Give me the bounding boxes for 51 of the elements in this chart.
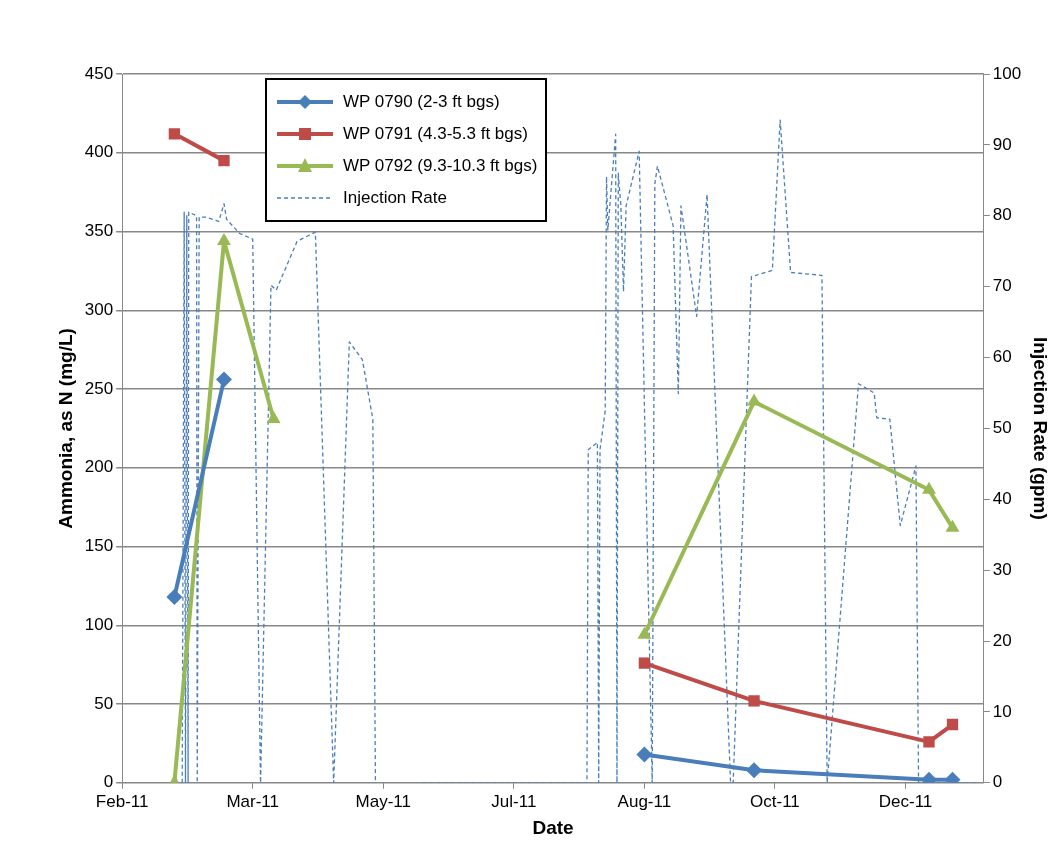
y2-tick-label: 90: [992, 134, 1012, 154]
x-tick-label: Mar-11: [226, 791, 280, 811]
y2-tick-label: 70: [992, 276, 1012, 296]
point: [166, 588, 183, 605]
x-axis-title: Date: [532, 816, 574, 838]
x-tick-label: Feb-11: [95, 791, 149, 811]
point: [922, 481, 936, 494]
legend-label: Injection Rate: [343, 188, 447, 208]
x-tick-label: Jul-11: [491, 791, 537, 811]
y-tick-label: 400: [84, 142, 114, 162]
y-tick-label: 50: [94, 693, 114, 713]
point: [636, 746, 653, 763]
y2-tick-label: 40: [992, 488, 1012, 508]
y2-tick-label: 80: [992, 205, 1012, 225]
y2-tick-label: 20: [992, 630, 1012, 650]
legend-label: WP 0792 (9.3-10.3 ft bgs): [343, 156, 538, 176]
y-tick-label: 0: [103, 772, 114, 792]
point: [946, 718, 959, 731]
y-tick-label: 100: [84, 614, 114, 634]
y-tick-label: 150: [84, 536, 114, 556]
point: [746, 762, 763, 779]
x-tick-label: Aug-11: [617, 791, 672, 811]
point: [216, 371, 232, 388]
point: [168, 128, 181, 140]
y2-tick-label: 100: [992, 63, 1022, 83]
y2-tick-label: 60: [992, 347, 1012, 367]
y2-tick-label: 10: [992, 701, 1012, 721]
y2-axis-title: Injection Rate (gpm): [1030, 337, 1052, 520]
y2-tick-label: 50: [992, 418, 1012, 438]
x-tick-label: Oct-11: [750, 791, 800, 811]
legend-label: WP 0791 (4.3-5.3 ft bgs): [343, 124, 528, 144]
legend-label: WP 0790 (2-3 ft bgs): [343, 92, 500, 112]
y-tick-label: 350: [84, 221, 114, 241]
point: [945, 519, 960, 532]
y-tick-label: 250: [84, 378, 114, 398]
point: [218, 154, 230, 167]
point: [638, 657, 651, 669]
y-tick-label: 200: [84, 457, 114, 477]
y-tick-label: 450: [84, 63, 114, 83]
point: [748, 695, 760, 707]
point: [747, 393, 761, 406]
y2-tick-label: 30: [992, 559, 1012, 579]
x-tick-label: May-11: [355, 791, 411, 811]
y2-tick-label: 0: [992, 772, 1003, 792]
y-axis-title: Ammonia, as N (mg/L): [54, 328, 76, 529]
point: [923, 736, 935, 748]
y-tick-label: 300: [84, 299, 114, 319]
point: [637, 626, 652, 639]
point: [217, 232, 231, 245]
point: [266, 410, 281, 423]
x-tick-label: Dec-11: [878, 791, 933, 811]
